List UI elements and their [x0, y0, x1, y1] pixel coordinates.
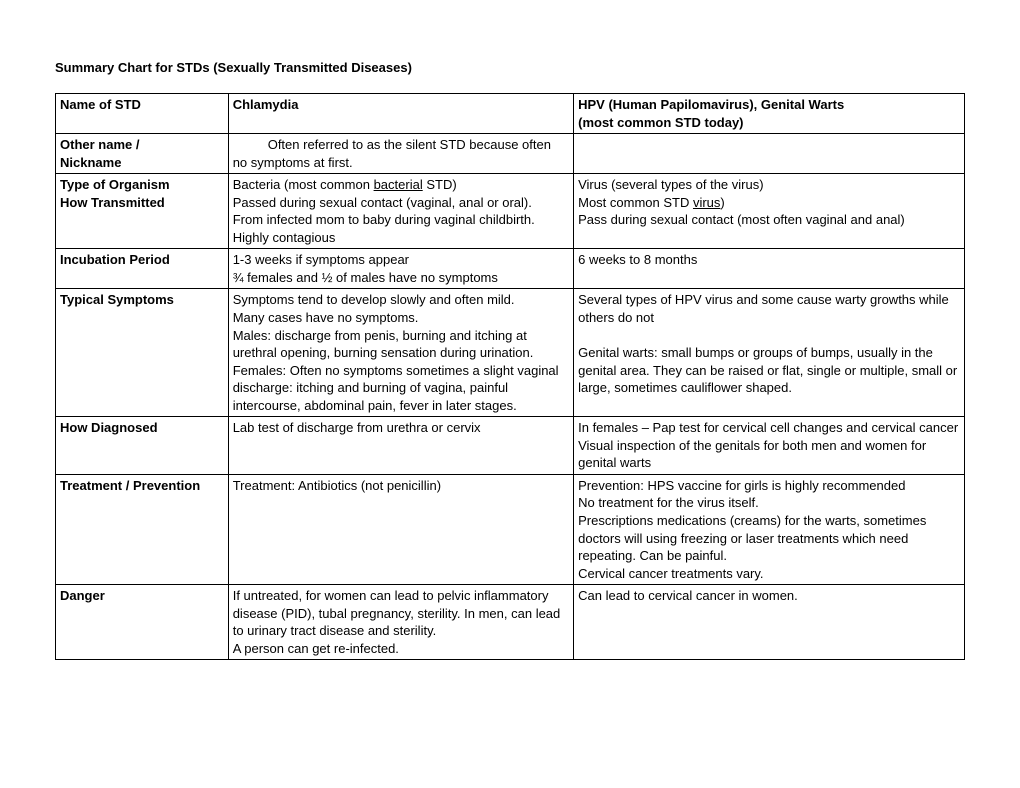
text: (most common STD today) [578, 115, 743, 130]
text: 1-3 weeks if symptoms appear [233, 252, 409, 267]
text: Highly contagious [233, 230, 336, 245]
cell: 6 weeks to 8 months [574, 249, 965, 289]
text: ) [720, 195, 724, 210]
page-title: Summary Chart for STDs (Sexually Transmi… [55, 60, 965, 75]
cell: Often referred to as the silent STD beca… [228, 134, 573, 174]
text: No treatment for the virus itself. [578, 495, 759, 510]
text: Several types of HPV virus and some caus… [578, 292, 949, 325]
text: A person can get re-infected. [233, 641, 399, 656]
text: HPV (Human Papilomavirus), Genital Warts [578, 97, 844, 112]
text: Other name / [60, 137, 139, 152]
cell: Can lead to cervical cancer in women. [574, 585, 965, 660]
text: no symptoms at first. [233, 155, 353, 170]
text: Females: Often no symptoms sometimes a s… [233, 363, 559, 413]
cell: 1-3 weeks if symptoms appear ¾ females a… [228, 249, 573, 289]
cell: Chlamydia [228, 94, 573, 134]
row-label: Type of Organism How Transmitted [56, 174, 229, 249]
text: Many cases have no symptoms. [233, 310, 419, 325]
table-row: Treatment / Prevention Treatment: Antibi… [56, 474, 965, 584]
row-label: Incubation Period [56, 249, 229, 289]
row-label: Treatment / Prevention [56, 474, 229, 584]
text: Males: discharge from penis, burning and… [233, 328, 534, 361]
row-label: Typical Symptoms [56, 289, 229, 417]
text: Virus (several types of the virus) [578, 177, 763, 192]
row-label: Name of STD [56, 94, 229, 134]
table-row: How Diagnosed Lab test of discharge from… [56, 417, 965, 475]
text: Pass during sexual contact (most often v… [578, 212, 905, 227]
text: ¾ females and ½ of males have no symptom… [233, 270, 498, 285]
text: Visual inspection of the genitals for bo… [578, 438, 926, 471]
cell: If untreated, for women can lead to pelv… [228, 585, 573, 660]
cell: Several types of HPV virus and some caus… [574, 289, 965, 417]
text: Passed during sexual contact (vaginal, a… [233, 195, 532, 210]
cell: HPV (Human Papilomavirus), Genital Warts… [574, 94, 965, 134]
table-row: Danger If untreated, for women can lead … [56, 585, 965, 660]
text: From infected mom to baby during vaginal… [233, 212, 535, 227]
cell: Symptoms tend to develop slowly and ofte… [228, 289, 573, 417]
row-label: Danger [56, 585, 229, 660]
text: How Transmitted [60, 195, 165, 210]
table-row: Incubation Period 1-3 weeks if symptoms … [56, 249, 965, 289]
text: Type of Organism [60, 177, 170, 192]
table-row: Name of STD Chlamydia HPV (Human Papilom… [56, 94, 965, 134]
text: Bacteria (most common [233, 177, 374, 192]
row-label: Other name / Nickname [56, 134, 229, 174]
text: virus [693, 195, 720, 210]
cell: Prevention: HPS vaccine for girls is hig… [574, 474, 965, 584]
text: Nickname [60, 155, 121, 170]
std-summary-table: Name of STD Chlamydia HPV (Human Papilom… [55, 93, 965, 660]
cell: In females – Pap test for cervical cell … [574, 417, 965, 475]
text: STD) [423, 177, 457, 192]
row-label: How Diagnosed [56, 417, 229, 475]
text: If untreated, for women can lead to pelv… [233, 588, 561, 638]
text: In females – Pap test for cervical cell … [578, 420, 958, 435]
cell: Lab test of discharge from urethra or ce… [228, 417, 573, 475]
text: bacterial [374, 177, 423, 192]
cell: Treatment: Antibiotics (not penicillin) [228, 474, 573, 584]
table-row: Typical Symptoms Symptoms tend to develo… [56, 289, 965, 417]
text: Prevention: HPS vaccine for girls is hig… [578, 478, 905, 493]
table-row: Other name / Nickname Often referred to … [56, 134, 965, 174]
cell: Bacteria (most common bacterial STD) Pas… [228, 174, 573, 249]
text: Genital warts: small bumps or groups of … [578, 345, 957, 395]
cell: Virus (several types of the virus) Most … [574, 174, 965, 249]
text: Prescriptions medications (creams) for t… [578, 513, 926, 563]
cell [574, 134, 965, 174]
text: Symptoms tend to develop slowly and ofte… [233, 292, 515, 307]
text: Most common STD [578, 195, 693, 210]
text: Cervical cancer treatments vary. [578, 566, 763, 581]
text: Often referred to as the silent STD beca… [268, 137, 551, 152]
